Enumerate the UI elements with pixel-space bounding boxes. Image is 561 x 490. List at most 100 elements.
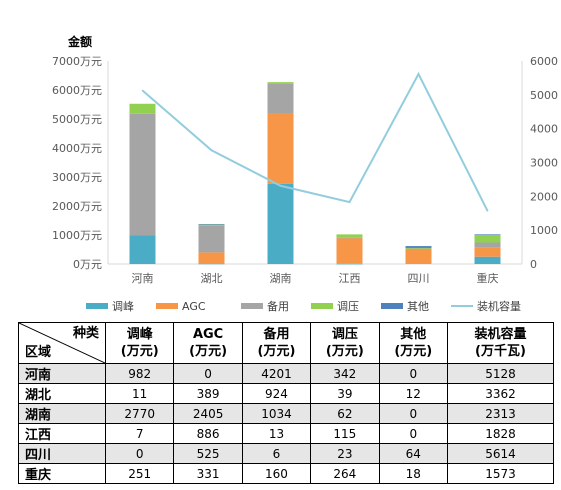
x-tick-label: 江西	[339, 272, 361, 285]
table-row: 湖南 2770 2405 1034 62 0 2313	[18, 403, 554, 424]
column-header: 其他 (万元)	[378, 322, 449, 364]
table-cell: 6	[241, 443, 312, 464]
corner-bottom-label: 区域	[25, 345, 52, 360]
legend-swatch	[381, 303, 403, 309]
bar-segment	[198, 225, 225, 253]
legend-swatch	[156, 303, 178, 309]
data-table: 种类 区域 调峰 (万元) AGC (万元) 备用 (万元) 调压 (万元) 其他 (万元…	[18, 322, 554, 484]
row-header-region: 四川	[18, 443, 106, 464]
row-header-region: 湖北	[18, 383, 106, 404]
table-cell: 251	[104, 463, 175, 484]
table-cell: 525	[173, 443, 243, 464]
table-cell: 5128	[447, 363, 554, 384]
row-header-region: 湖南	[18, 403, 106, 424]
column-header: AGC (万元)	[173, 322, 243, 364]
chart-legend: 调峰 AGC 备用 调压 其他 装机容量	[86, 299, 521, 313]
table-cell: 11	[104, 383, 175, 404]
legend-label: 调峰	[112, 300, 134, 313]
bar-segment	[267, 183, 294, 264]
y2-tick-label: 5000	[530, 89, 558, 102]
capacity-point	[486, 209, 489, 212]
column-header: 装机容量 (万千瓦)	[447, 322, 554, 364]
bar-segment	[474, 242, 501, 248]
y2-tick-label: 4000	[530, 123, 558, 136]
capacity-point	[417, 73, 420, 75]
table-cell: 18	[378, 463, 449, 484]
bar-segment	[336, 234, 363, 238]
table-cell: 13	[241, 423, 312, 444]
table-cell: 389	[173, 383, 243, 404]
bar-segment	[336, 263, 363, 265]
table-cell: 1573	[447, 463, 554, 484]
legend-label: 其他	[407, 300, 429, 313]
table-cell: 0	[378, 403, 449, 424]
bar-segment	[129, 235, 156, 264]
column-header: 调峰 (万元)	[104, 322, 175, 364]
y-axis-title: 金额	[67, 34, 92, 49]
bar-segment	[474, 234, 501, 235]
bar-segment	[198, 252, 225, 264]
table-cell: 1034	[241, 403, 312, 424]
capacity-point	[210, 149, 213, 152]
table-cell: 0	[378, 423, 449, 444]
legend-label: 备用	[267, 299, 289, 313]
capacity-point	[279, 184, 282, 187]
row-header-region: 江西	[18, 423, 106, 444]
y2-tick-label: 2000	[530, 190, 558, 203]
corner-top-label: 种类	[72, 326, 99, 341]
table-cell: 62	[310, 403, 380, 424]
y2-tick-label: 3000	[530, 157, 558, 170]
table-cell: 1828	[447, 423, 554, 444]
table-row: 河南 982 0 4201 342 0 5128	[18, 363, 554, 384]
table-cell: 160	[241, 463, 312, 484]
bar-segment	[267, 82, 294, 84]
x-tick-label: 湖北	[201, 272, 223, 285]
row-header-region: 河南	[18, 363, 106, 384]
bar-segment	[474, 247, 501, 257]
table-corner-cell: 种类 区域	[18, 322, 106, 364]
y-tick-label: 2000万元	[52, 200, 102, 213]
table-cell: 2770	[104, 403, 175, 424]
chart-bars	[129, 82, 501, 265]
y2-tick-label: 1000	[530, 224, 558, 237]
table-cell: 2313	[447, 403, 554, 424]
table-cell: 0	[378, 363, 449, 384]
x-tick-label: 四川	[408, 272, 430, 285]
table-cell: 982	[104, 363, 175, 384]
legend-swatch	[86, 303, 108, 309]
table-cell: 331	[173, 463, 243, 484]
table-cell: 0	[173, 363, 243, 384]
bar-segment	[129, 113, 156, 236]
bar-segment	[336, 238, 363, 264]
table-cell: 886	[173, 423, 243, 444]
capacity-point	[348, 201, 351, 203]
x-tick-label: 湖南	[270, 272, 292, 285]
stacked-bar-line-chart: 0万元 1000万元 2000万元 3000万元 4000万元 5000万元 6000万元 7…	[52, 34, 558, 313]
table-cell: 23	[310, 443, 380, 464]
table-row: 四川 0 525 6 23 64 5614	[18, 443, 554, 464]
y-tick-label: 3000万元	[52, 171, 102, 184]
y-tick-label: 0万元	[73, 258, 102, 271]
bar-segment	[405, 247, 432, 249]
table-cell: 264	[310, 463, 380, 484]
chart-axes	[107, 61, 523, 265]
table-header-row: 种类 区域 调峰 (万元) AGC (万元) 备用 (万元) 调压 (万元) 其他 (万元…	[18, 322, 554, 364]
bar-segment	[198, 224, 225, 225]
table-cell: 342	[310, 363, 380, 384]
table-row: 江西 7 886 13 115 0 1828	[18, 423, 554, 444]
column-header: 调压 (万元)	[310, 322, 380, 364]
table-cell: 12	[378, 383, 449, 404]
column-header: 备用 (万元)	[241, 322, 312, 364]
table-cell: 0	[104, 443, 175, 464]
table-cell: 115	[310, 423, 380, 444]
bar-segment	[129, 103, 156, 114]
x-tick-label: 河南	[132, 272, 154, 285]
table-row: 重庆 251 331 160 264 18 1573	[18, 463, 554, 484]
chart-line	[141, 71, 489, 212]
bar-segment	[405, 248, 432, 264]
corner-diagonal-line	[19, 323, 105, 363]
table-cell: 7	[104, 423, 175, 444]
table-body: 河南 982 0 4201 342 0 5128 湖北 11 389 924 39 12 3362 湖南 27…	[18, 363, 554, 484]
y2-tick-label: 0	[530, 258, 537, 271]
legend-swatch	[311, 303, 333, 309]
